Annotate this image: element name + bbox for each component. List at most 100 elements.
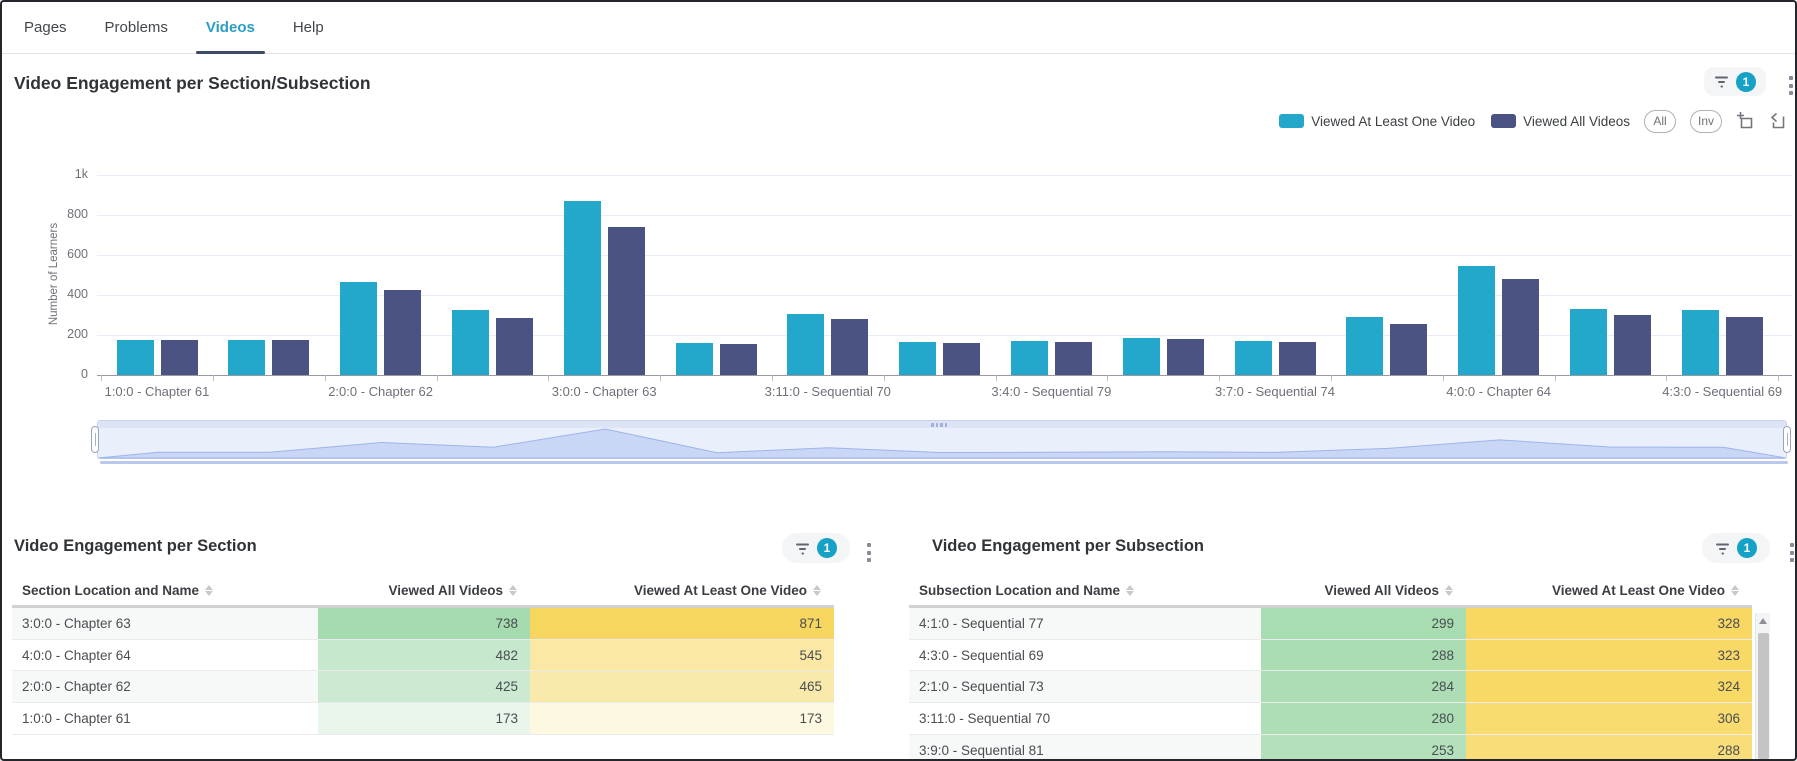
cell-viewed-one: 328: [1466, 608, 1752, 639]
column-header-2[interactable]: Viewed At Least One Video: [1466, 575, 1752, 605]
legend-item-1[interactable]: Viewed All Videos: [1491, 114, 1630, 129]
chart-menu-kebab-icon[interactable]: [1784, 76, 1795, 95]
cell-viewed-one: 306: [1466, 703, 1752, 734]
zoom-slider-grip[interactable]: [931, 423, 949, 427]
section-table-title: Video Engagement per Section: [14, 537, 257, 555]
subsection-table-menu-kebab-icon[interactable]: [1785, 543, 1795, 562]
subsection-table-scrollbar[interactable]: [1755, 613, 1770, 759]
column-header-1[interactable]: Viewed All Videos: [318, 575, 530, 605]
legend-invert-button[interactable]: Inv: [1689, 109, 1722, 133]
cell-location-name: 3:9:0 - Sequential 81: [909, 734, 1261, 759]
y-axis-tick-label: 200: [67, 327, 88, 341]
filter-count-badge: 1: [817, 538, 837, 558]
tab-bar: Pages Problems Videos Help: [2, 2, 1795, 54]
bar-viewed-one-9: [1122, 337, 1160, 375]
bar-viewed-one-11: [1346, 317, 1384, 375]
x-axis-category-label: 4:0:0 - Chapter 64: [1446, 384, 1551, 399]
bar-viewed-one-1: [228, 340, 266, 375]
bar-viewed-all-11: [1390, 324, 1428, 375]
cell-location-name: 4:0:0 - Chapter 64: [12, 639, 318, 671]
table-row: 4:3:0 - Sequential 69 288 323: [909, 639, 1752, 672]
cell-viewed-one: 545: [530, 639, 834, 671]
legend-label: Viewed All Videos: [1523, 113, 1630, 129]
bar-viewed-one-7: [899, 342, 937, 375]
chart-legend: Viewed At Least One Video Viewed All Vide…: [1279, 108, 1786, 134]
filter-icon: [1715, 541, 1730, 556]
bar-viewed-all-8: [1054, 342, 1092, 375]
filter-count-badge: 1: [1736, 71, 1756, 92]
bar-viewed-one-0: [116, 340, 154, 375]
section-table-menu-kebab-icon[interactable]: [862, 543, 876, 562]
y-axis-tick-label: 600: [67, 247, 88, 261]
zoom-reset-icon[interactable]: [1768, 112, 1786, 130]
cell-viewed-all: 738: [318, 608, 530, 639]
tab-pages[interactable]: Pages: [20, 2, 71, 53]
x-axis-category-label: 2:0:0 - Chapter 62: [328, 384, 433, 399]
bar-viewed-one-14: [1681, 310, 1719, 375]
y-axis-tick-label: 400: [67, 287, 88, 301]
column-header-0[interactable]: Section Location and Name: [12, 575, 318, 605]
x-axis-category-label: 3:11:0 - Sequential 70: [764, 384, 891, 399]
cell-viewed-all: 425: [318, 671, 530, 703]
table-row: 2:1:0 - Sequential 73 284 324: [909, 671, 1752, 704]
legend-select-all-button[interactable]: All: [1643, 109, 1676, 133]
bar-viewed-one-12: [1458, 266, 1496, 375]
column-header-label: Viewed At Least One Video: [1551, 582, 1725, 598]
cell-viewed-one: 288: [1466, 734, 1752, 759]
cell-viewed-one: 323: [1466, 639, 1752, 671]
x-axis-category-label: 3:0:0 - Chapter 63: [551, 384, 657, 399]
bar-viewed-one-4: [563, 200, 601, 375]
filter-icon: [795, 541, 810, 556]
bar-viewed-all-6: [831, 319, 869, 375]
subsection-table-filter-indicator[interactable]: 1: [1702, 533, 1770, 563]
bar-viewed-all-0: [160, 340, 198, 375]
column-header-0[interactable]: Subsection Location and Name: [909, 575, 1261, 605]
column-header-1[interactable]: Viewed All Videos: [1261, 575, 1466, 605]
tab-label: Videos: [205, 19, 255, 36]
bar-viewed-all-12: [1502, 278, 1540, 375]
bar-viewed-one-6: [787, 313, 825, 375]
y-axis-tick-label: 1k: [74, 167, 88, 181]
tab-help[interactable]: Help: [289, 2, 328, 53]
tab-problems[interactable]: Problems: [101, 2, 172, 53]
bar-viewed-all-9: [1166, 338, 1204, 375]
legend-item-0[interactable]: Viewed At Least One Video: [1279, 114, 1475, 129]
table-row: 3:9:0 - Sequential 81 253 288: [909, 734, 1752, 759]
zoom-select-icon[interactable]: [1736, 112, 1754, 130]
bar-viewed-all-1: [272, 340, 310, 375]
column-header-label: Viewed At Least One Video: [633, 582, 807, 598]
zoom-slider-left-handle[interactable]: [91, 426, 99, 453]
y-axis-tick-label: 0: [81, 367, 88, 381]
bar-viewed-all-13: [1613, 315, 1651, 375]
chart-zoom-slider[interactable]: [97, 420, 1787, 459]
chart-filter-indicator[interactable]: 1: [1704, 67, 1766, 96]
legend-swatch-icon: [1491, 114, 1517, 128]
scroll-up-icon[interactable]: [1759, 618, 1767, 624]
cell-location-name: 4:1:0 - Sequential 77: [909, 608, 1261, 639]
sort-icon: [1731, 584, 1740, 597]
x-axis-category-label: 3:4:0 - Sequential 79: [991, 384, 1112, 399]
column-header-label: Subsection Location and Name: [919, 582, 1121, 598]
cell-location-name: 3:0:0 - Chapter 63: [12, 608, 318, 639]
bar-viewed-one-5: [675, 343, 713, 375]
legend-label: Viewed At Least One Video: [1311, 113, 1476, 129]
tab-label: Problems: [104, 19, 168, 36]
bar-viewed-one-2: [340, 282, 378, 375]
tab-videos[interactable]: Videos: [195, 2, 265, 54]
scrollbar-thumb[interactable]: [1758, 633, 1769, 759]
tab-label: Help: [292, 19, 324, 36]
bar-viewed-all-10: [1278, 342, 1316, 375]
table-row: 1:0:0 - Chapter 61 173 173: [12, 703, 834, 735]
bar-viewed-all-4: [607, 227, 645, 375]
cell-location-name: 2:0:0 - Chapter 62: [12, 671, 318, 703]
column-header-label: Section Location and Name: [22, 582, 200, 598]
sort-icon: [1445, 584, 1454, 597]
bar-viewed-all-3: [495, 318, 533, 375]
cell-viewed-all: 299: [1261, 608, 1466, 639]
zoom-slider-right-handle[interactable]: [1783, 426, 1791, 453]
bar-viewed-one-8: [1010, 341, 1048, 375]
bar-viewed-all-2: [384, 290, 422, 375]
section-table-filter-indicator[interactable]: 1: [782, 533, 850, 563]
column-header-2[interactable]: Viewed At Least One Video: [530, 575, 834, 605]
